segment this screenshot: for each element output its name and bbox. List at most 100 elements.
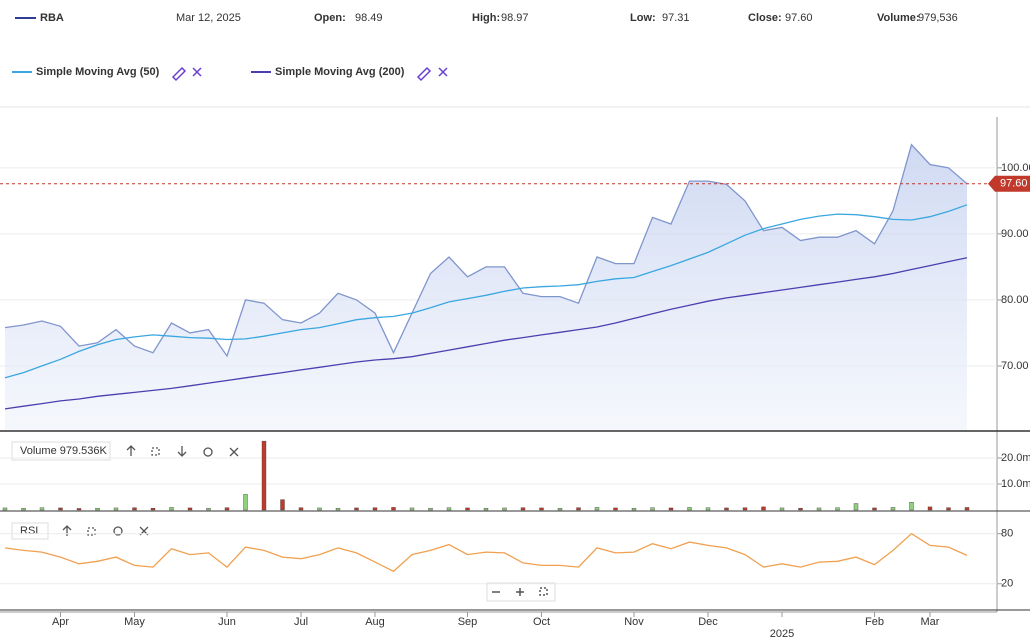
volume-bar	[2, 507, 8, 511]
volume-bar	[798, 507, 803, 511]
volume-bar	[483, 507, 489, 511]
volume-bar	[446, 507, 452, 511]
x-tick-label: Feb	[865, 616, 884, 628]
volume-bar	[576, 507, 581, 511]
volume-bar	[761, 506, 766, 511]
volume-bar	[502, 507, 507, 511]
price-tag	[988, 175, 1030, 192]
volume-bar	[243, 494, 248, 511]
x-tick-label: May	[124, 616, 145, 628]
info-value: 979,536	[918, 12, 958, 24]
info-value: 98.97	[501, 12, 529, 24]
volume-bar	[631, 507, 637, 511]
line	[4, 257, 968, 410]
volume-bar	[372, 507, 378, 511]
info-label: Open:	[314, 12, 346, 24]
volume-bar	[224, 507, 230, 511]
info-value: 97.31	[662, 12, 690, 24]
date: Mar 12, 2025	[176, 12, 241, 24]
volume-bar	[946, 507, 951, 511]
volume-bar	[113, 507, 119, 511]
x-tick-label: Jul	[294, 616, 308, 628]
panel-label: Volume 979.536K	[20, 445, 108, 457]
volume-bar	[742, 507, 748, 511]
volume-bar	[687, 507, 692, 511]
volume-bar	[95, 507, 100, 511]
x-tick-label: 2025	[770, 628, 794, 640]
volume-bar	[779, 507, 785, 511]
volume-bar	[261, 440, 267, 511]
price-area	[5, 144, 967, 430]
volume-bar	[354, 507, 359, 511]
volume-bar	[58, 507, 63, 511]
volume-bar	[298, 507, 304, 511]
panel-icons[interactable]	[62, 525, 149, 536]
legend-label: Simple Moving Avg (50)	[36, 66, 160, 78]
volume-bar	[724, 507, 729, 511]
volume-bar	[409, 507, 415, 511]
x-tick-label: Sep	[458, 616, 478, 628]
y-tick-label: 100.00	[1001, 162, 1030, 174]
y-tick-label: 70.00	[1001, 360, 1029, 372]
y-tick-label: 80	[1001, 528, 1013, 540]
legend-label: Simple Moving Avg (200)	[275, 66, 405, 78]
y-tick-label: 90.00	[1001, 228, 1029, 240]
volume-bar	[835, 507, 840, 511]
x-tick-label: Oct	[533, 616, 550, 628]
volume-bar	[872, 507, 877, 511]
volume-bar	[206, 507, 211, 511]
volume-bar	[668, 507, 674, 511]
legend-icons[interactable]	[171, 66, 448, 82]
info-value: 97.60	[785, 12, 813, 24]
line	[4, 532, 968, 573]
volume-bar	[280, 499, 285, 511]
volume-bar	[705, 507, 711, 511]
x-tick-label: Apr	[52, 616, 69, 628]
volume-bar	[909, 502, 914, 511]
line	[4, 204, 968, 379]
volume-bar	[317, 507, 322, 511]
zoom-icons[interactable]	[492, 587, 548, 596]
volume-bar	[520, 507, 526, 511]
volume-bar	[21, 507, 26, 511]
x-tick-label: Dec	[698, 616, 718, 628]
volume-bar	[132, 507, 137, 511]
volume-bar	[853, 503, 859, 511]
volume-bar	[890, 507, 896, 511]
info-label: High:	[472, 12, 500, 24]
info-label: Low:	[630, 12, 656, 24]
price-tag-label: 97.60	[1000, 178, 1028, 190]
volume-bar	[335, 507, 341, 511]
volume-bar	[613, 507, 618, 511]
volume-bar	[39, 507, 45, 511]
volume-bar	[169, 507, 174, 511]
panel-label: RSI	[20, 525, 38, 537]
info-label: Volume:	[877, 12, 920, 24]
x-tick-label: Jun	[218, 616, 236, 628]
info-value: 98.49	[355, 12, 383, 24]
volume-bar	[964, 507, 970, 511]
x-tick-label: Nov	[624, 616, 644, 628]
panel-icons[interactable]	[126, 445, 239, 457]
panel-label-box	[11, 441, 111, 461]
symbol: RBA	[40, 12, 64, 24]
volume-bar	[76, 508, 82, 511]
volume-bar	[391, 507, 396, 511]
x-tick-label: Aug	[365, 616, 385, 628]
volume-bar	[816, 507, 822, 511]
info-label: Close:	[748, 12, 782, 24]
y-tick-label: 20.0m	[1001, 452, 1030, 464]
volume-bar	[594, 507, 600, 511]
panel-label-box	[11, 522, 49, 540]
y-tick-label: 80.00	[1001, 294, 1029, 306]
volume-bar	[150, 507, 156, 511]
x-tick-label: Mar	[921, 616, 940, 628]
volume-bar	[557, 507, 563, 511]
volume-bar	[465, 507, 470, 511]
y-tick-label: 10.0m	[1001, 478, 1030, 490]
volume-bar	[187, 507, 193, 511]
volume-bar	[539, 507, 544, 511]
y-tick-label: 20	[1001, 578, 1013, 590]
volume-bar	[650, 507, 655, 511]
volume-bar	[428, 507, 433, 511]
